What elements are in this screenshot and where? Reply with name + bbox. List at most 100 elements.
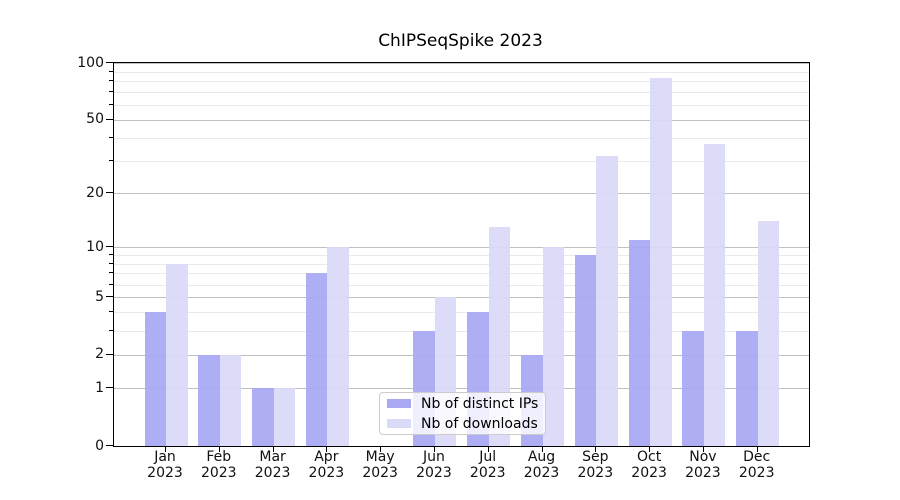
x-tick [165,446,166,452]
bar-downloads-apr [327,247,349,446]
bar-ips-feb [198,354,220,446]
x-tick-year: 2023 [523,464,560,481]
minor-gridline [114,92,809,94]
y-tick [106,353,113,355]
x-tick-year: 2023 [577,464,614,481]
bar-downloads-jan [166,263,188,446]
x-tick-month: Jan [154,449,176,465]
x-tick-label: Aug 2023 [510,449,574,481]
x-tick-year: 2023 [200,464,237,481]
bar-downloads-dec [757,221,780,446]
plot-area [113,62,810,447]
y-tick [106,445,113,446]
x-tick-year: 2023 [416,464,452,481]
x-tick-label: Oct 2023 [617,449,681,481]
minor-gridline [114,104,809,106]
y-minor-tick [109,136,113,138]
y-tick-label: 10 [86,238,104,255]
bar-ips-oct [628,239,651,446]
x-tick-year: 2023 [685,464,721,481]
x-tick-label: Apr 2023 [294,449,358,481]
x-tick-year: 2023 [308,464,345,481]
x-tick-month: Oct [637,449,662,465]
x-tick [272,446,274,452]
x-tick-year: 2023 [147,464,183,481]
minor-gridline [114,254,809,256]
y-minor-tick [109,91,113,93]
bar-downloads-feb [219,354,242,446]
minor-gridline [114,284,809,286]
y-minor-tick [109,253,113,255]
major-gridline [114,63,809,64]
y-minor-tick [109,283,113,285]
y-tick [106,118,113,120]
y-tick [106,296,113,298]
legend-label-downloads: Nb of downloads [421,415,538,432]
y-minor-tick [109,103,113,105]
x-tick [756,446,758,452]
y-minor-tick [109,70,113,72]
major-gridline [114,119,809,121]
minor-gridline [114,81,809,83]
bar-downloads-oct [650,78,672,446]
x-tick [433,446,435,452]
x-tick [541,446,543,452]
x-tick-year: 2023 [469,464,506,481]
x-tick [380,446,382,452]
x-tick [595,446,597,452]
x-tick-year: 2023 [738,464,775,481]
legend: Nb of distinct IPs Nb of downloads [379,392,546,435]
y-tick-label: 5 [95,288,104,305]
y-tick-label: 1 [95,379,104,396]
x-tick-month: Sep [582,449,609,465]
x-tick-month: Nov [689,449,717,465]
major-gridline [114,193,809,195]
x-tick-label: Jun 2023 [402,449,466,481]
y-minor-tick [109,160,113,162]
x-tick-label: May 2023 [348,449,412,481]
bar-downloads-jul [488,226,511,446]
y-tick-label: 50 [86,111,104,128]
x-tick [487,446,489,452]
x-tick-label: Jan 2023 [133,449,197,481]
minor-gridline [114,273,809,275]
y-tick-label: 0 [95,437,104,454]
y-tick [106,246,113,247]
minor-gridline [114,312,809,314]
minor-gridline [114,71,809,73]
x-tick-month: Jul [479,449,497,465]
x-tick-label: Mar 2023 [241,449,305,481]
x-tick-label: Feb 2023 [187,449,251,481]
legend-item-downloads: Nb of downloads [380,416,545,432]
y-tick-label: 2 [95,346,104,363]
x-tick-label: Sep 2023 [563,449,627,481]
bar-downloads-aug [542,247,565,446]
x-tick-month: Jun [423,449,445,465]
x-tick-month: Dec [743,449,771,465]
legend-label-distinct-ips: Nb of distinct IPs [421,395,539,412]
y-tick [106,62,113,63]
legend-item-distinct-ips: Nb of distinct IPs [380,396,545,412]
x-tick-label: Nov 2023 [671,449,735,481]
bar-ips-sep [574,254,597,446]
minor-gridline [114,263,809,265]
bar-ips-dec [736,330,758,446]
x-tick-year: 2023 [362,464,398,481]
x-tick-month: Aug [527,449,556,465]
y-minor-tick [109,311,113,313]
bar-downloads-sep [596,155,618,446]
bar-ips-apr [305,273,328,446]
x-tick [218,446,220,452]
major-gridline [114,297,809,299]
x-tick-year: 2023 [631,464,667,481]
y-tick [106,192,113,194]
x-tick [326,446,328,452]
bar-downloads-nov [703,144,726,446]
y-tick-label: 100 [77,54,104,71]
y-minor-tick [109,272,113,274]
legend-swatch-distinct-ips [387,399,411,408]
x-tick-month: Mar [259,449,286,465]
chart-title: ChIPSeqSpike 2023 [378,31,543,51]
y-tick-label: 20 [86,184,104,201]
